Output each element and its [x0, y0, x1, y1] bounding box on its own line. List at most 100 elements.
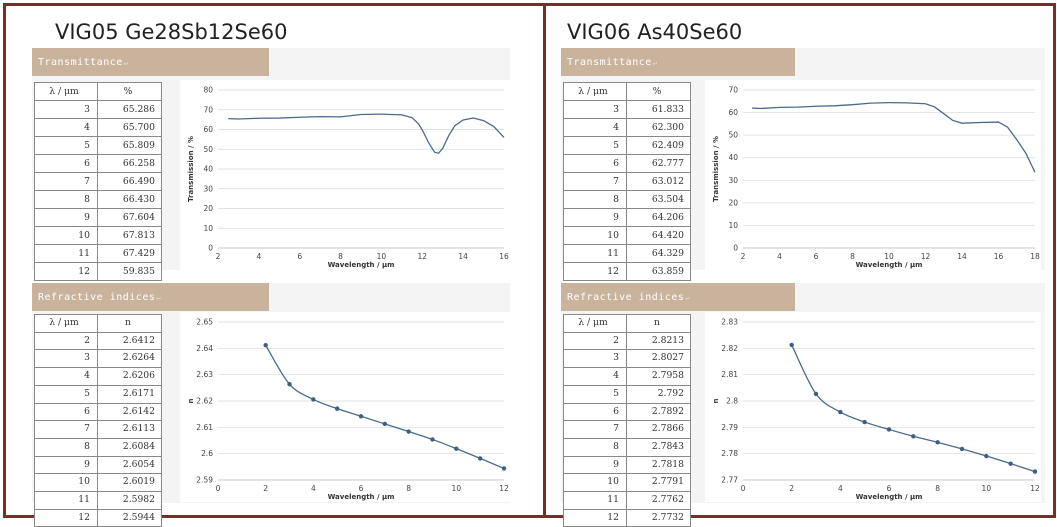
x-tick-label: 8	[935, 484, 940, 493]
cell-wavelength: 7	[563, 420, 627, 439]
cell-wavelength: 6	[563, 154, 627, 173]
y-tick-label: 2.77	[721, 476, 738, 485]
cell-value: 2.7732	[626, 508, 691, 527]
y-tick-label: 2.65	[196, 318, 213, 327]
y-tick-label: 10	[728, 221, 738, 230]
y-tick-label: 2.79	[721, 423, 738, 432]
cell-value: 2.792	[626, 384, 691, 404]
cell-wavelength: 10	[563, 473, 627, 493]
x-tick-label: 12	[418, 252, 428, 261]
table-row: 8 2.7843	[563, 437, 691, 457]
refractive-header: Refractive indices↵	[561, 283, 795, 311]
x-tick-label: 10	[377, 252, 387, 261]
y-tick-label: 2.64	[196, 344, 213, 353]
table-row: 9 67.604	[34, 208, 162, 227]
cell-wavelength: 9	[563, 455, 627, 475]
cell-wavelength: 12	[563, 262, 627, 281]
cell-wavelength: 2	[563, 331, 627, 351]
table-row: 10 64.420	[563, 226, 691, 245]
cell-wavelength: 3	[34, 100, 98, 119]
cell-value: 61.833	[626, 100, 691, 119]
y-tick-label: 2.8	[726, 397, 738, 406]
outer-frame	[3, 3, 1056, 518]
cell-value: 64.420	[626, 226, 691, 245]
table-row: 3 61.833	[563, 100, 691, 119]
cell-value: 64.329	[626, 244, 691, 263]
table-row: 3 65.286	[34, 100, 162, 119]
x-tick-label: 8	[406, 484, 411, 493]
cell-value: 2.7791	[626, 473, 691, 493]
cell-value: 2.7843	[626, 437, 691, 457]
refractive-chart: 2.59 2.6 2.61 2.62 2.63 2.64 2.65 0 2 4 6 8 10 12 Wave…	[180, 312, 510, 502]
return-mark-icon: ↵	[123, 59, 129, 67]
x-tick-label: 16	[499, 252, 509, 261]
series-line	[265, 344, 505, 470]
cell-value: 2.6084	[97, 437, 162, 457]
column-header-value: n	[97, 314, 162, 333]
table-row: 11 2.7762	[563, 491, 691, 510]
cell-value: 66.490	[97, 172, 162, 191]
cell-value: 63.012	[626, 172, 691, 191]
x-tick-label: 10	[982, 484, 992, 493]
table-header-row: λ / μm%	[563, 82, 691, 101]
y-tick-label: 2.78	[721, 449, 738, 458]
cell-value: 2.6142	[97, 402, 162, 422]
y-tick-label: 40	[728, 153, 738, 162]
cell-value: 2.6171	[97, 384, 162, 404]
cell-wavelength: 5	[563, 136, 627, 155]
table-row: 11 67.429	[34, 244, 162, 263]
cell-value: 2.6206	[97, 367, 162, 386]
cell-value: 2.6264	[97, 349, 162, 369]
cell-value: 2.8027	[626, 349, 691, 369]
data-point	[382, 421, 388, 427]
x-tick-label: 8	[338, 252, 343, 261]
x-tick-label: 12	[921, 252, 931, 261]
cell-wavelength: 8	[563, 190, 627, 209]
transmittance-chart: 0 10 20 30 40 50 60 70 80 2 4 6 8 10 12 14 16 Wavelength …	[180, 80, 510, 270]
y-tick-label: 2.62	[196, 397, 213, 406]
cell-value: 2.8213	[626, 331, 691, 351]
table-row: 10 67.813	[34, 226, 162, 245]
panel-title: VIG05 Ge28Sb12Se60	[55, 20, 288, 44]
table-row: 11 64.329	[563, 244, 691, 263]
cell-value: 63.504	[626, 190, 691, 209]
series-line	[791, 344, 1036, 473]
transmittance-section: Transmittance↵ λ / μm% 3 65.286 4 65.700 5 65.…	[32, 48, 510, 281]
data-point	[813, 391, 819, 397]
series-line	[752, 101, 1036, 173]
chart-svg: 2.59 2.6 2.61 2.62 2.63 2.64 2.65 0 2 4 6 8 10 12 Wave…	[187, 318, 509, 502]
table-row: 6 62.777	[563, 154, 691, 173]
x-tick-label: 10	[884, 252, 894, 261]
table-row: 11 2.5982	[34, 491, 162, 510]
cell-value: 67.813	[97, 226, 162, 245]
table-row: 8 2.6084	[34, 437, 162, 457]
cell-value: 62.300	[626, 118, 691, 137]
cell-wavelength: 11	[34, 491, 98, 510]
cell-wavelength: 9	[34, 208, 98, 227]
x-tick-label: 4	[256, 252, 261, 261]
data-point	[430, 437, 435, 442]
y-tick-label: 60	[728, 108, 738, 117]
panel-title: VIG06 As40Se60	[567, 20, 743, 44]
column-header-wavelength: λ / μm	[34, 314, 98, 333]
cell-value: 2.7762	[626, 491, 691, 510]
y-tick-label: 2.59	[196, 476, 213, 485]
table-row: 8 66.430	[34, 190, 162, 209]
cell-wavelength: 7	[34, 420, 98, 439]
x-tick-label: 8	[850, 252, 855, 261]
cell-wavelength: 11	[563, 244, 627, 263]
cell-value: 66.430	[97, 190, 162, 209]
y-tick-label: 60	[203, 125, 213, 134]
cell-wavelength: 6	[34, 402, 98, 422]
data-point	[789, 342, 794, 348]
cell-wavelength: 10	[34, 473, 98, 493]
table-row: 10 2.7791	[563, 473, 691, 493]
cell-wavelength: 5	[34, 384, 98, 404]
x-tick-label: 2	[741, 252, 746, 261]
cell-value: 67.429	[97, 244, 162, 263]
cell-value: 2.6113	[97, 420, 162, 439]
cell-wavelength: 9	[563, 208, 627, 227]
data-point	[959, 446, 965, 452]
column-header-wavelength: λ / μm	[563, 82, 627, 101]
cell-wavelength: 8	[563, 437, 627, 457]
